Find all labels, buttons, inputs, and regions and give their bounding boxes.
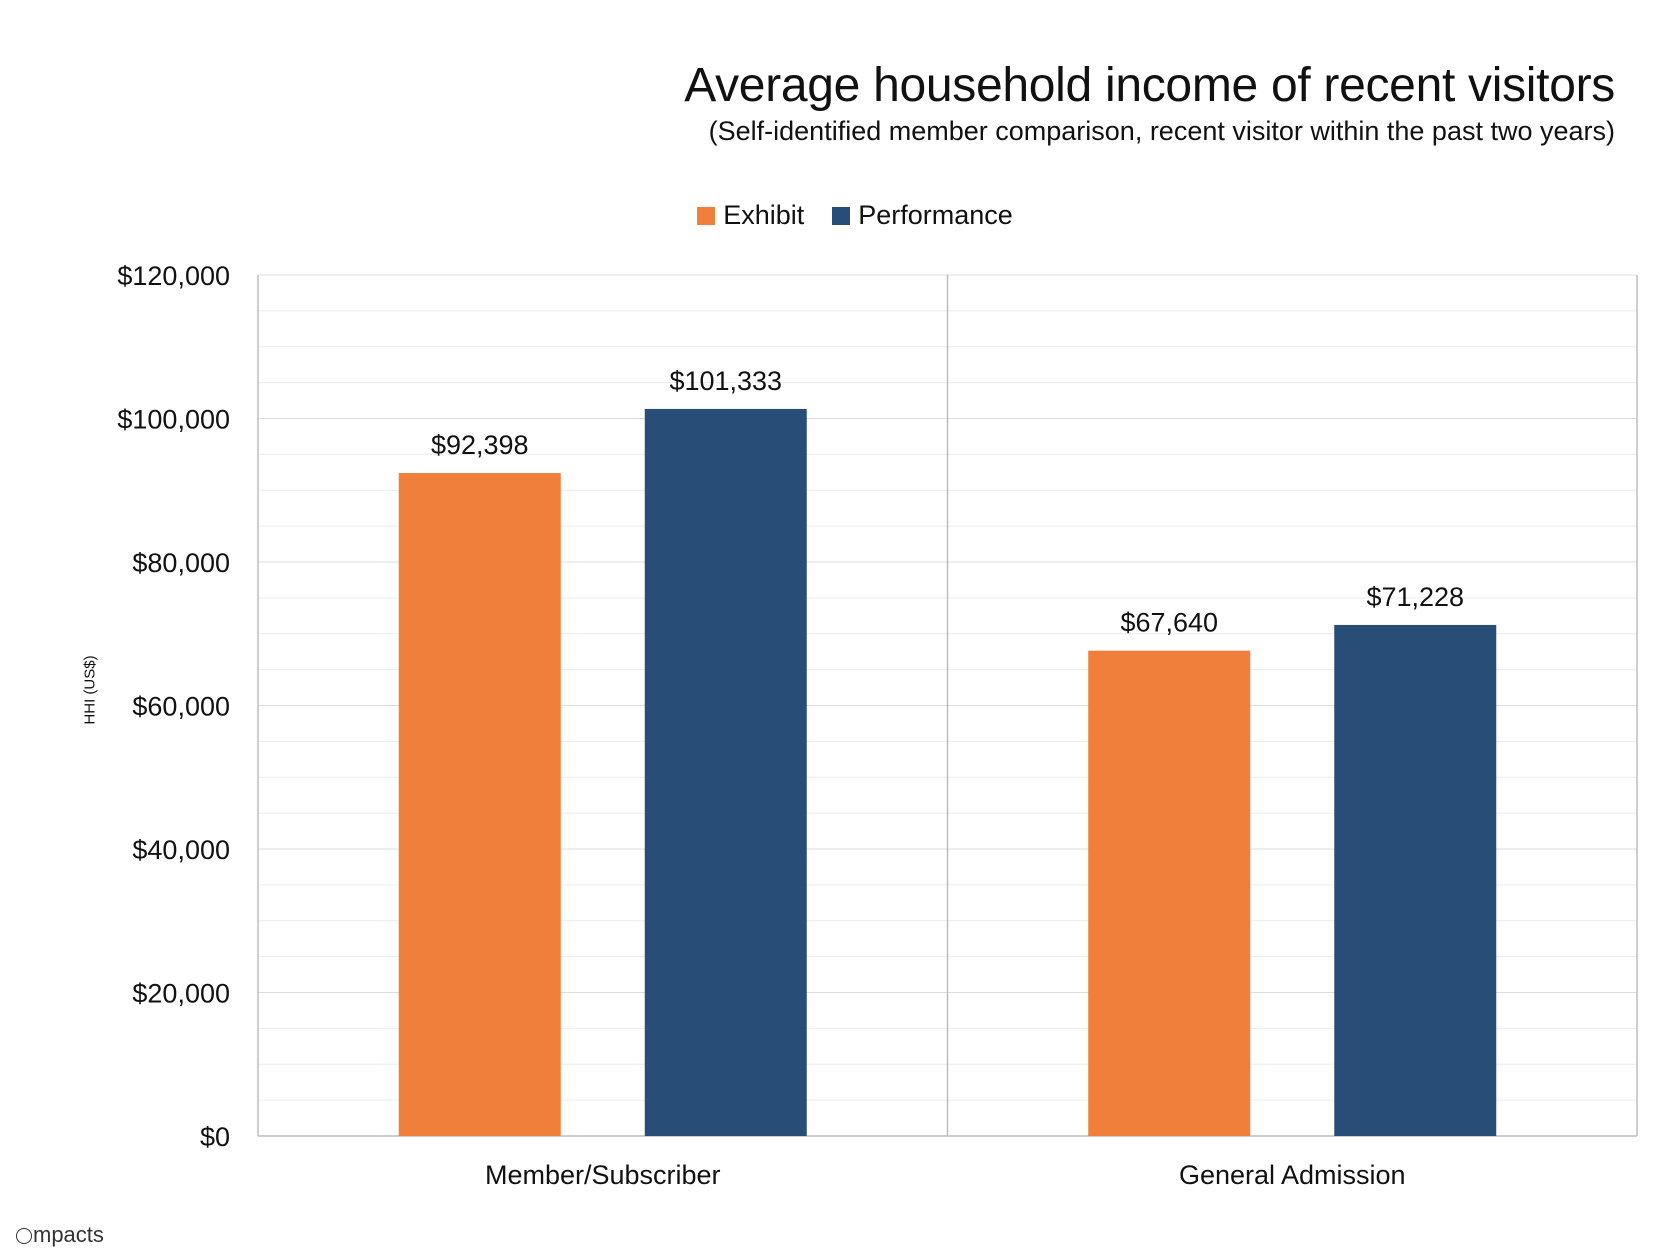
legend-label-performance: Performance [858, 200, 1013, 230]
legend-item-exhibit: Exhibit [697, 200, 804, 231]
chart-title: Average household income of recent visit… [684, 59, 1615, 112]
brand-mark-icon [16, 1228, 32, 1244]
y-tick-label: $20,000 [132, 979, 230, 1009]
y-tick-label: $120,000 [117, 261, 230, 291]
y-tick-label: $100,000 [117, 405, 230, 435]
x-tick-label: General Admission [1179, 1160, 1406, 1190]
legend: Exhibit Performance [0, 200, 1670, 231]
y-tick-label: $40,000 [132, 835, 230, 865]
y-tick-label: $60,000 [132, 692, 230, 722]
legend-swatch-exhibit [697, 206, 716, 225]
legend-swatch-performance [832, 206, 851, 225]
bar-exhibit [1088, 650, 1251, 1136]
data-label: $67,640 [1120, 608, 1218, 638]
bar-performance [644, 408, 807, 1136]
data-label: $92,398 [431, 430, 529, 460]
x-tick-label: Member/Subscriber [485, 1160, 721, 1190]
bar-performance [1334, 624, 1497, 1136]
y-tick-label: $80,000 [132, 548, 230, 578]
brand-text: mpacts [33, 1222, 104, 1247]
y-tick-label: $0 [200, 1122, 230, 1152]
legend-item-performance: Performance [832, 200, 1013, 231]
data-label: $101,333 [669, 366, 782, 396]
bar-exhibit [398, 473, 561, 1137]
chart-subtitle: (Self-identified member comparison, rece… [708, 116, 1615, 146]
brand-logo: mpacts [16, 1222, 104, 1248]
legend-label-exhibit: Exhibit [723, 200, 805, 230]
data-label: $71,228 [1366, 582, 1464, 612]
